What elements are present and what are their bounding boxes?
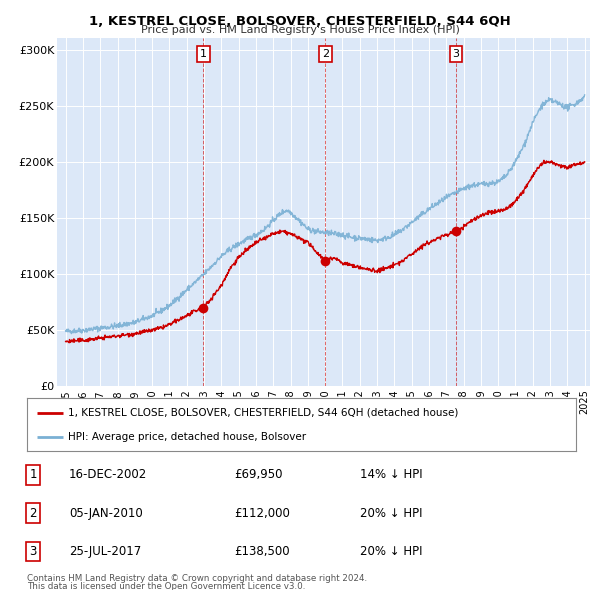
Text: 1, KESTREL CLOSE, BOLSOVER, CHESTERFIELD, S44 6QH: 1, KESTREL CLOSE, BOLSOVER, CHESTERFIELD… [89,15,511,28]
Text: £69,950: £69,950 [234,468,283,481]
Text: 2: 2 [29,507,37,520]
Text: 3: 3 [29,545,37,558]
Text: 14% ↓ HPI: 14% ↓ HPI [360,468,422,481]
Text: Contains HM Land Registry data © Crown copyright and database right 2024.: Contains HM Land Registry data © Crown c… [27,574,367,583]
Text: 20% ↓ HPI: 20% ↓ HPI [360,545,422,558]
Text: 20% ↓ HPI: 20% ↓ HPI [360,507,422,520]
Text: 1: 1 [200,49,207,59]
Text: HPI: Average price, detached house, Bolsover: HPI: Average price, detached house, Bols… [68,432,307,442]
Text: £112,000: £112,000 [234,507,290,520]
Text: 25-JUL-2017: 25-JUL-2017 [69,545,141,558]
Text: 05-JAN-2010: 05-JAN-2010 [69,507,143,520]
Text: Price paid vs. HM Land Registry's House Price Index (HPI): Price paid vs. HM Land Registry's House … [140,25,460,35]
Text: 3: 3 [452,49,460,59]
Text: 16-DEC-2002: 16-DEC-2002 [69,468,147,481]
Text: 2: 2 [322,49,329,59]
Text: £138,500: £138,500 [234,545,290,558]
Text: This data is licensed under the Open Government Licence v3.0.: This data is licensed under the Open Gov… [27,582,305,590]
Text: 1: 1 [29,468,37,481]
Text: 1, KESTREL CLOSE, BOLSOVER, CHESTERFIELD, S44 6QH (detached house): 1, KESTREL CLOSE, BOLSOVER, CHESTERFIELD… [68,408,458,418]
